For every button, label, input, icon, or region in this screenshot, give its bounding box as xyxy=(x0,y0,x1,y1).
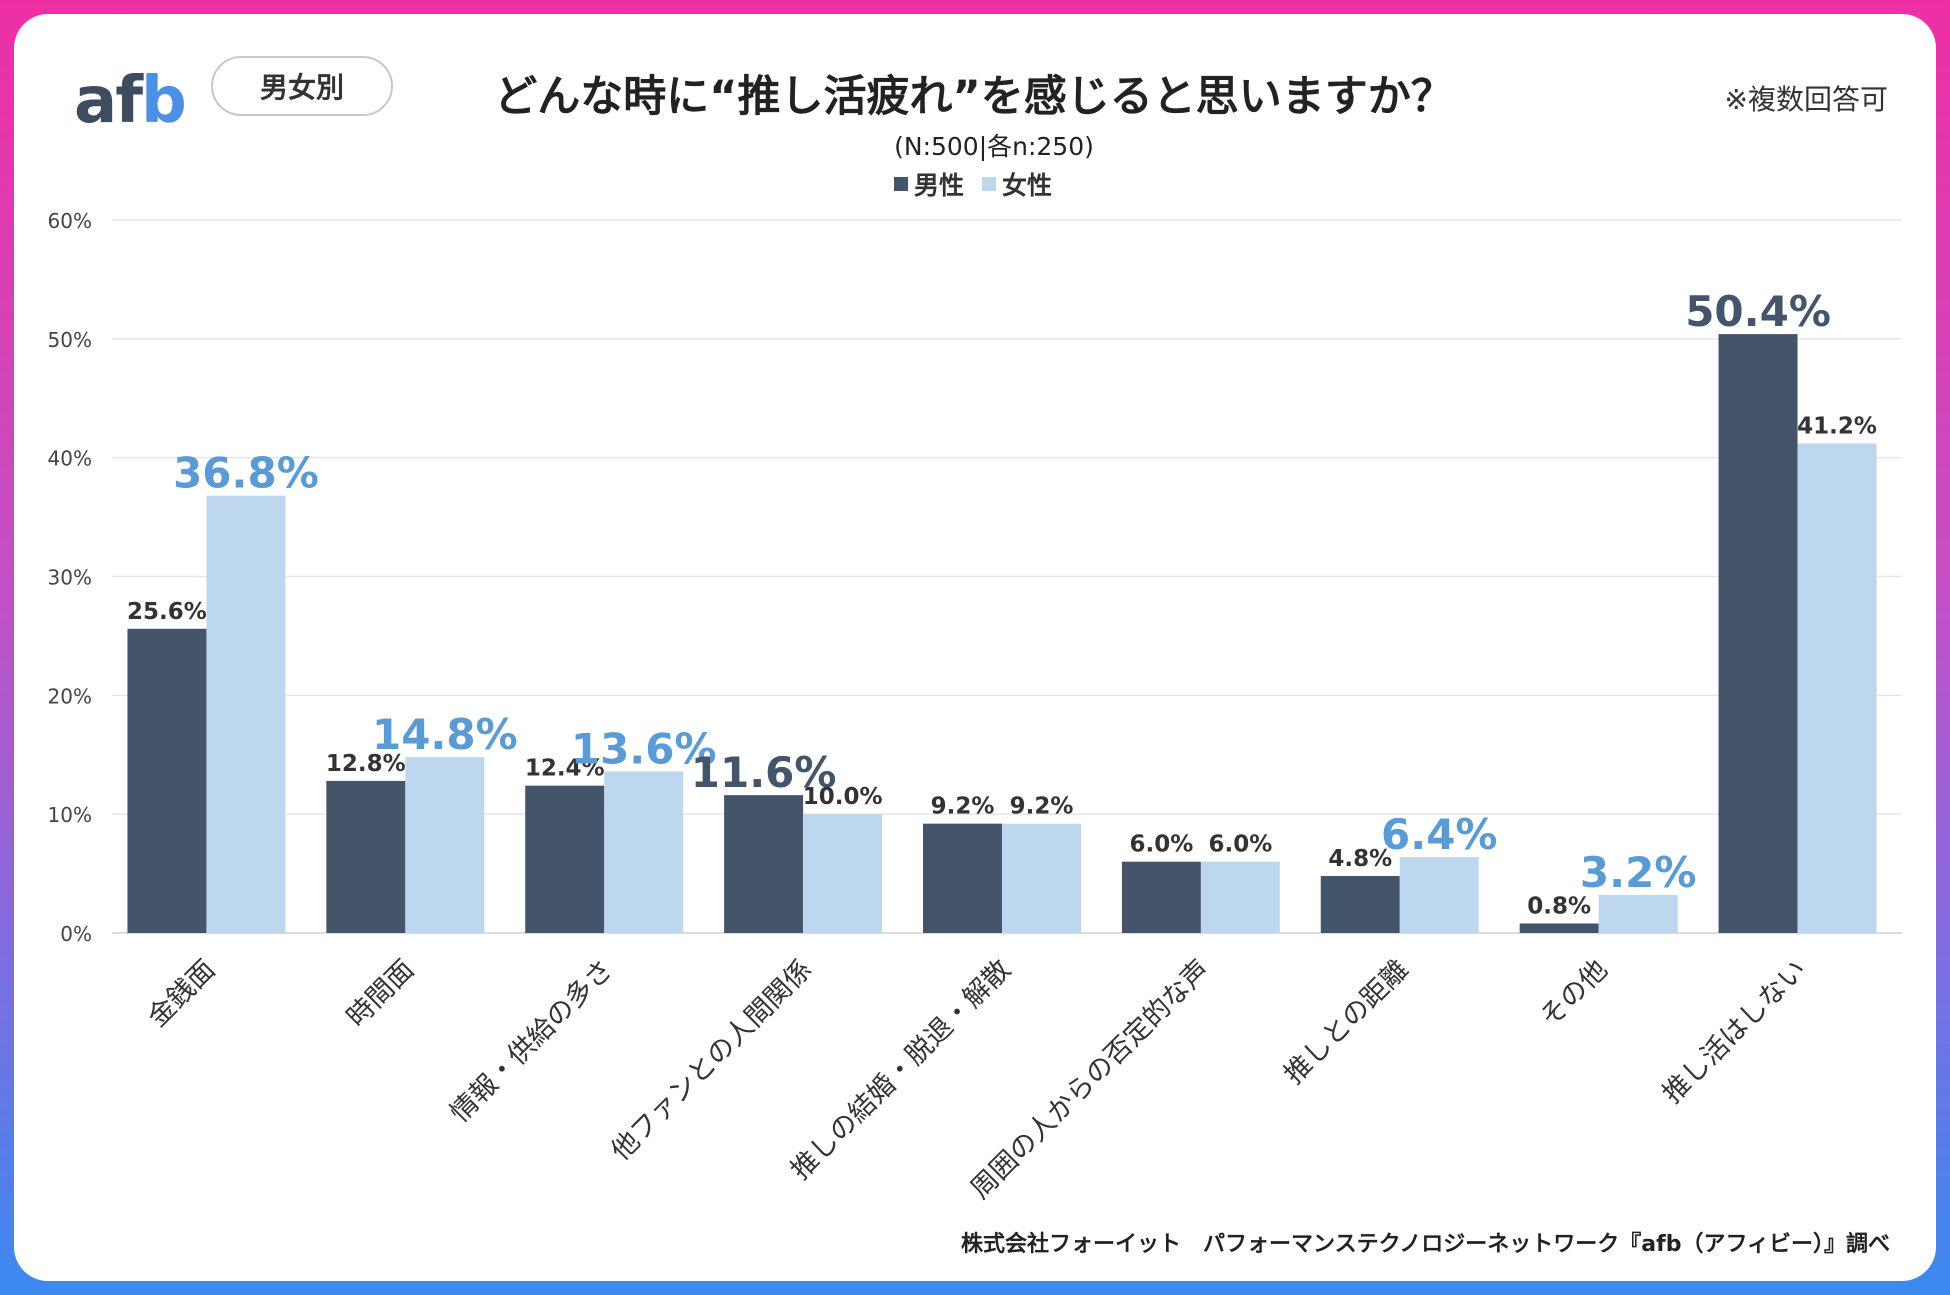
legend-item-female: 女性 xyxy=(982,166,1052,202)
bar-female xyxy=(1797,443,1877,933)
logo-text-b: b xyxy=(141,64,187,138)
legend: 男性 女性 xyxy=(894,166,1052,202)
bar-male xyxy=(1718,334,1798,934)
x-tick-label: 推しの結婚・脱退・解散 xyxy=(785,954,1017,1186)
bar-male xyxy=(1121,861,1201,933)
data-label-male: 9.2% xyxy=(931,794,995,820)
afb-logo: afb xyxy=(74,69,187,133)
x-tick-label: 他ファンとの人間関係 xyxy=(605,954,818,1167)
data-label-male: 50.4% xyxy=(1685,287,1831,336)
bar-female xyxy=(1002,823,1081,933)
legend-item-male: 男性 xyxy=(894,166,964,202)
y-tick-label: 30% xyxy=(48,566,92,590)
bar-female xyxy=(1399,856,1479,933)
bar-male xyxy=(326,780,406,933)
data-label-female: 10.0% xyxy=(803,784,883,810)
filter-badge: 男女別 xyxy=(211,56,393,116)
source-credit: 株式会社フォーイット パフォーマンステクノロジーネットワーク『afb（アフィビー… xyxy=(961,1232,1890,1257)
data-label-male: 12.8% xyxy=(326,751,406,777)
bar-female xyxy=(405,757,485,933)
data-label-male: 6.0% xyxy=(1129,832,1193,858)
bar-male xyxy=(724,795,804,933)
data-label-female: 6.0% xyxy=(1208,832,1272,858)
x-tick-label: 推しとの距離 xyxy=(1278,954,1414,1090)
bar-female xyxy=(206,495,286,933)
x-tick-label: 時間面 xyxy=(341,954,420,1033)
x-tick-label: 情報・供給の多さ xyxy=(445,954,620,1129)
data-label-male: 12.4% xyxy=(525,756,605,782)
x-tick-label: 周囲の人からの否定的な声 xyxy=(965,954,1216,1205)
data-label-male: 11.6% xyxy=(691,748,837,797)
data-label-female: 6.4% xyxy=(1381,810,1497,859)
data-label-male: 4.8% xyxy=(1328,846,1392,872)
x-tick-label: その他 xyxy=(1534,954,1613,1033)
legend-label-male: 男性 xyxy=(914,171,965,200)
chart-card: afb 男女別 どんな時に“推し活疲れ”を感じると思いますか？ ※複数回答可 (… xyxy=(14,14,1936,1281)
y-tick-label: 60% xyxy=(48,209,92,233)
data-label-male: 25.6% xyxy=(127,599,207,625)
bar-male xyxy=(1320,875,1400,933)
bar-female xyxy=(1200,861,1280,933)
data-label-female: 3.2% xyxy=(1580,848,1696,897)
y-tick-label: 20% xyxy=(48,684,92,708)
multi-answer-note: ※複数回答可 xyxy=(1724,83,1888,116)
y-tick-label: 40% xyxy=(48,447,92,471)
bar-female xyxy=(1598,894,1678,933)
bar-male xyxy=(525,785,605,933)
legend-label-female: 女性 xyxy=(1002,171,1053,200)
bar-male xyxy=(1519,923,1599,933)
bar-female xyxy=(803,814,883,933)
legend-swatch-male xyxy=(894,177,908,191)
data-label-female: 13.6% xyxy=(571,724,717,773)
data-label-female: 36.8% xyxy=(173,449,319,498)
y-tick-label: 10% xyxy=(48,803,92,827)
x-tick-label: 金銭面 xyxy=(142,954,221,1033)
data-label-male: 0.8% xyxy=(1527,893,1591,919)
bar-male xyxy=(923,823,1002,933)
data-label-female: 41.2% xyxy=(1797,413,1877,439)
y-tick-label: 0% xyxy=(60,922,92,946)
logo-text-a: af xyxy=(74,64,143,138)
chart-title: どんな時に“推し活疲れ”を感じると思いますか？ xyxy=(494,72,1454,122)
x-tick-label: 推し活はしない xyxy=(1657,954,1813,1110)
y-tick-label: 50% xyxy=(48,328,92,352)
data-label-female: 9.2% xyxy=(1010,794,1074,820)
sample-size: (N:500|各n:250) xyxy=(894,132,1094,161)
bar-female xyxy=(604,771,684,933)
data-label-female: 14.8% xyxy=(372,710,518,759)
legend-swatch-female xyxy=(982,177,997,191)
bar-male xyxy=(127,628,207,933)
